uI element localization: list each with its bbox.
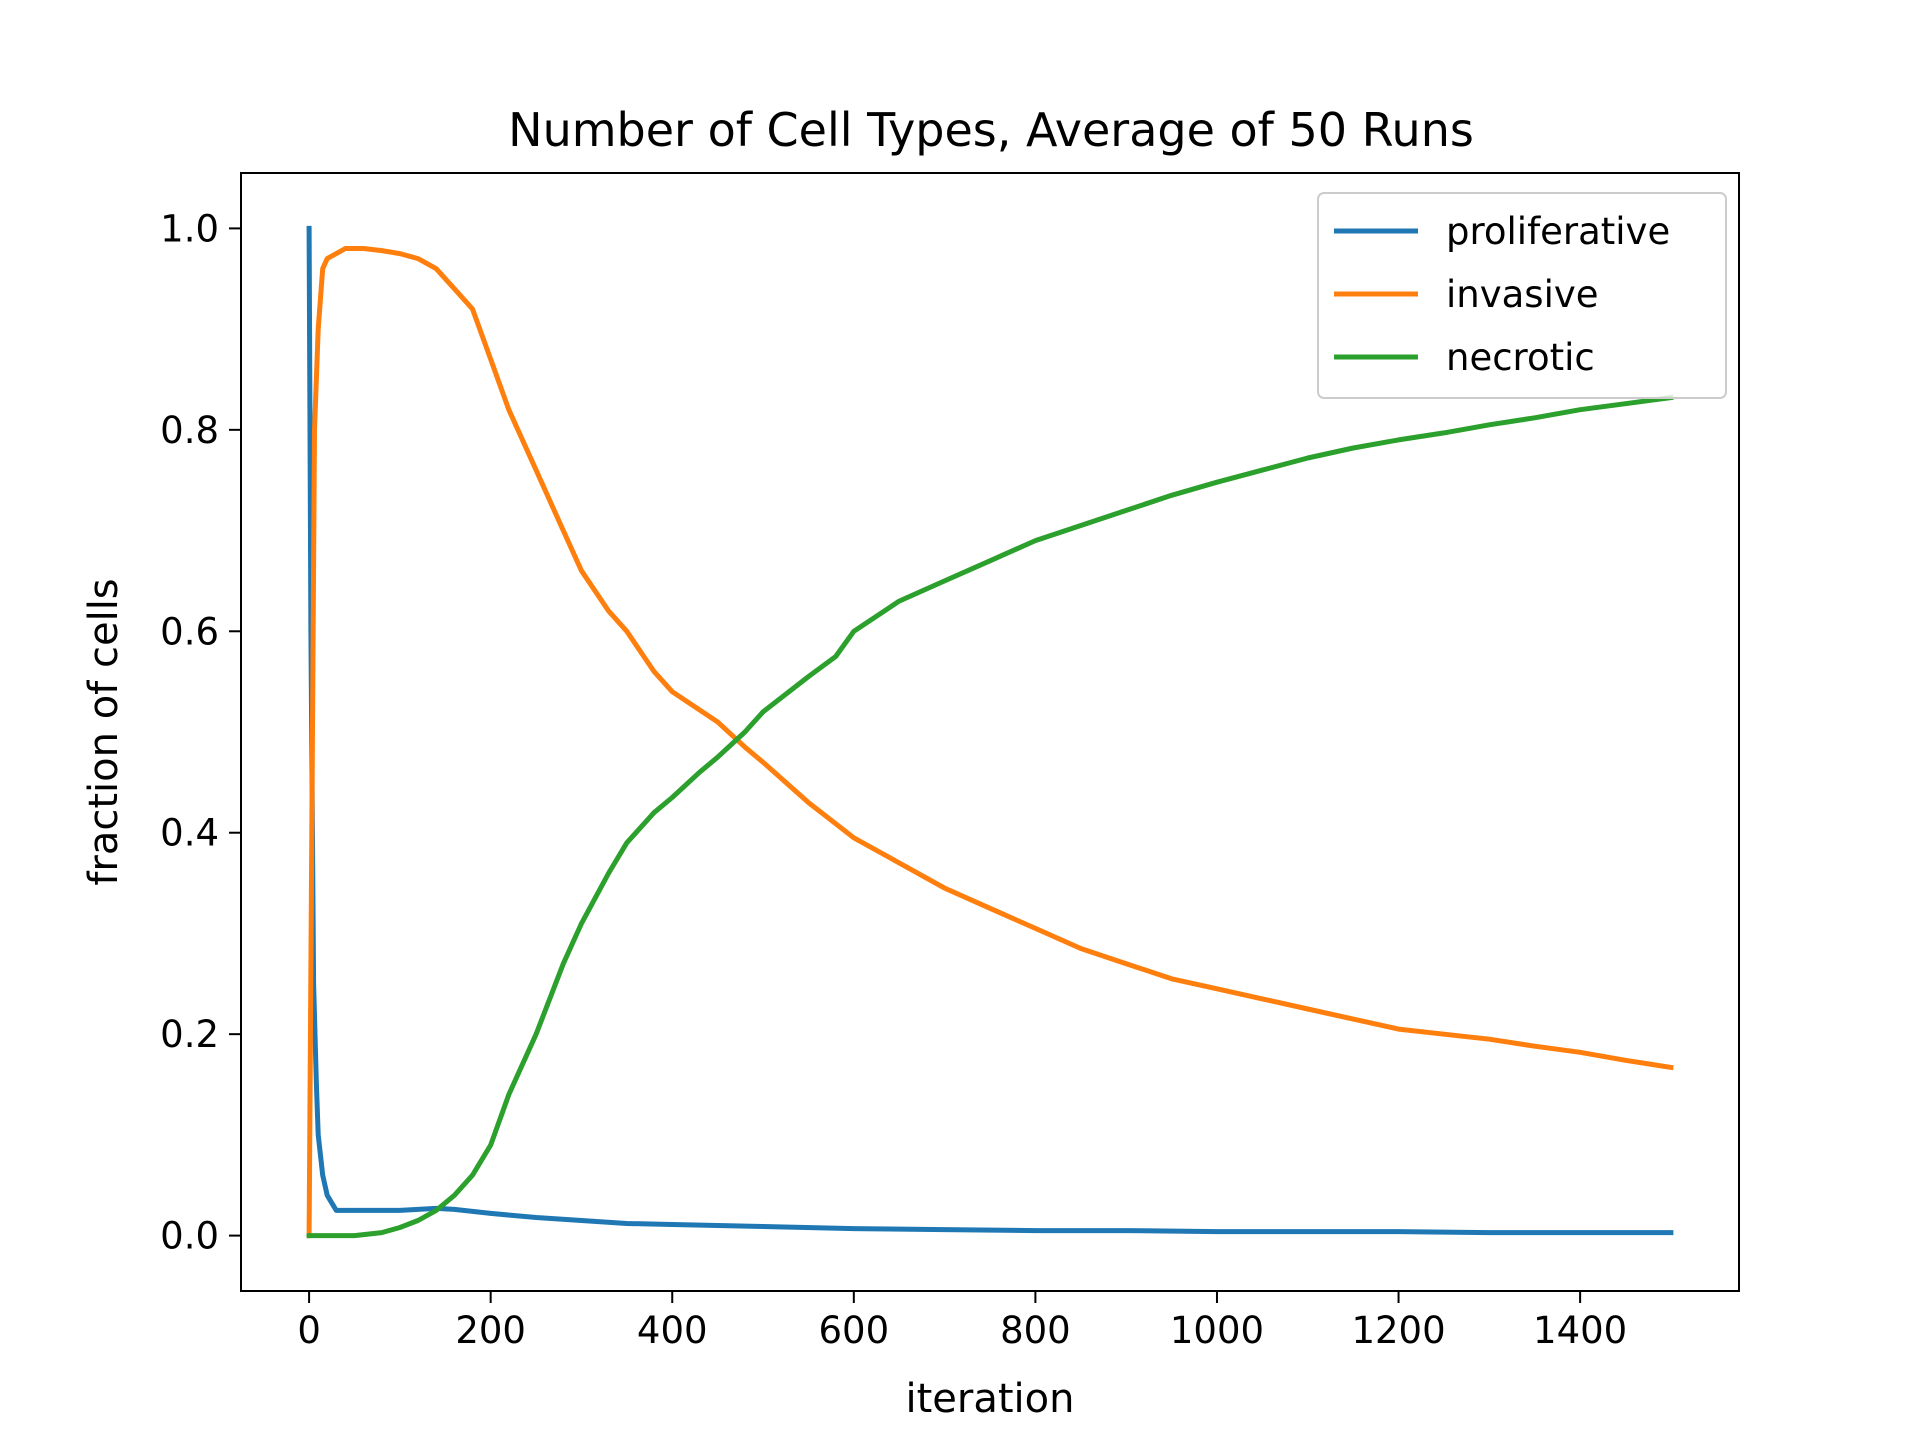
series-layer <box>306 225 1674 1239</box>
plot-frame <box>240 172 1740 1292</box>
x-tick-label: 0 <box>297 1309 321 1352</box>
x-tick-label: 200 <box>455 1309 526 1352</box>
y-tick-label: 0.2 <box>160 1013 219 1056</box>
x-tick-label: 800 <box>1000 1309 1071 1352</box>
y-tick-label: 0.8 <box>160 409 219 452</box>
y-axis: 0.0 0.2 0.4 0.6 0.8 1.0 <box>160 207 241 1258</box>
y-axis-label: fraction of cells <box>81 578 127 885</box>
x-tick-label: 1000 <box>1170 1309 1264 1352</box>
x-axis-label: iteration <box>906 1376 1075 1422</box>
x-tick-label: 1400 <box>1533 1309 1627 1352</box>
series-line-invasive <box>306 246 1674 1239</box>
series-line-proliferative <box>306 225 1674 1236</box>
legend-box <box>1317 192 1727 399</box>
y-tick-label: 0.0 <box>160 1215 219 1258</box>
series-line-necrotic <box>306 394 1674 1239</box>
y-tick-label: 1.0 <box>160 207 219 250</box>
y-tick-label: 0.4 <box>160 812 219 855</box>
chart-title: Number of Cell Types, Average of 50 Runs <box>508 103 1474 157</box>
legend-label-proliferative: proliferative <box>1446 210 1670 253</box>
y-tick-label: 0.6 <box>160 610 219 653</box>
x-tick-label: 600 <box>819 1309 890 1352</box>
x-tick-label: 400 <box>637 1309 708 1352</box>
x-tick-label: 1200 <box>1351 1309 1445 1352</box>
legend-label-invasive: invasive <box>1446 273 1599 316</box>
legend-label-necrotic: necrotic <box>1446 336 1595 379</box>
legend: proliferative invasive necrotic <box>1317 192 1727 399</box>
x-axis: 0 200 400 600 800 1000 1200 1400 <box>297 1291 1627 1352</box>
